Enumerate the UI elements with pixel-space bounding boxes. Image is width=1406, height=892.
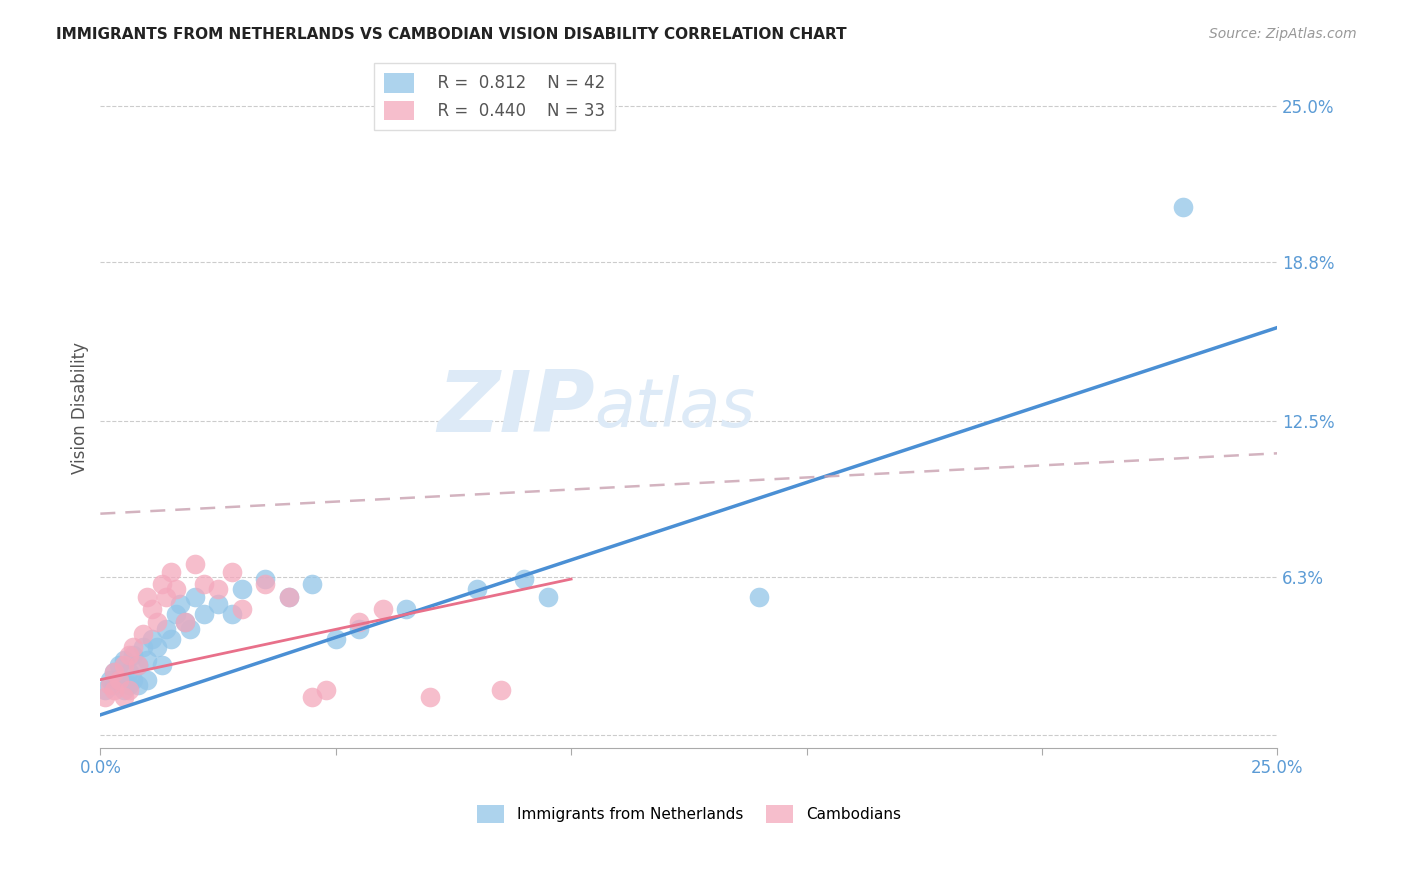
Point [108,673,131,687]
Text: IMMIGRANTS FROM NETHERLANDS VS CAMBODIAN VISION DISABILITY CORRELATION CHART: IMMIGRANTS FROM NETHERLANDS VS CAMBODIAN… [56,27,846,42]
Legend: Immigrants from Netherlands, Cambodians: Immigrants from Netherlands, Cambodians [468,796,910,832]
Point [160,565,183,579]
Point [122,648,145,662]
Point [349,623,371,637]
Point [112,652,135,666]
Point [301,577,323,591]
Point [165,607,187,622]
Point [277,590,299,604]
Point [221,607,243,622]
Text: ZIP: ZIP [437,367,595,450]
Point [395,602,418,616]
Point [174,615,197,629]
Point [231,582,253,596]
Point [112,682,135,697]
Point [117,682,139,697]
Point [150,657,173,672]
Point [132,640,155,654]
Point [103,678,125,692]
Point [207,597,229,611]
Point [207,582,229,596]
Point [489,682,512,697]
Y-axis label: Vision Disability: Vision Disability [72,342,89,474]
Point [277,590,299,604]
Point [141,602,163,616]
Point [146,640,169,654]
Point [150,577,173,591]
Point [136,652,159,666]
Point [117,665,139,679]
Point [174,615,197,629]
Point [112,657,135,672]
Point [301,690,323,705]
Text: atlas: atlas [595,375,756,441]
Point [221,565,243,579]
Point [98,678,121,692]
Point [315,682,337,697]
Point [117,648,139,662]
Point [419,690,441,705]
Point [127,678,149,692]
Point [748,590,770,604]
Point [193,577,215,591]
Point [132,627,155,641]
Point [98,673,121,687]
Point [165,582,187,596]
Point [155,623,177,637]
Point [146,615,169,629]
Point [254,577,277,591]
Point [231,602,253,616]
Point [1171,200,1194,214]
Point [513,572,536,586]
Point [127,657,149,672]
Point [193,607,215,622]
Point [183,557,205,571]
Point [536,590,558,604]
Point [117,678,139,692]
Point [136,673,159,687]
Point [179,623,201,637]
Point [141,632,163,647]
Point [103,682,125,697]
Point [112,690,135,705]
Point [103,665,125,679]
Point [183,590,205,604]
Point [108,673,131,687]
Point [108,657,131,672]
Point [94,682,117,697]
Point [127,657,149,672]
Point [254,572,277,586]
Text: Source: ZipAtlas.com: Source: ZipAtlas.com [1209,27,1357,41]
Point [465,582,488,596]
Point [371,602,394,616]
Point [160,632,183,647]
Point [122,640,145,654]
Point [349,615,371,629]
Point [103,665,125,679]
Point [94,690,117,705]
Point [155,590,177,604]
Point [325,632,347,647]
Point [136,590,159,604]
Point [122,673,145,687]
Point [169,597,191,611]
